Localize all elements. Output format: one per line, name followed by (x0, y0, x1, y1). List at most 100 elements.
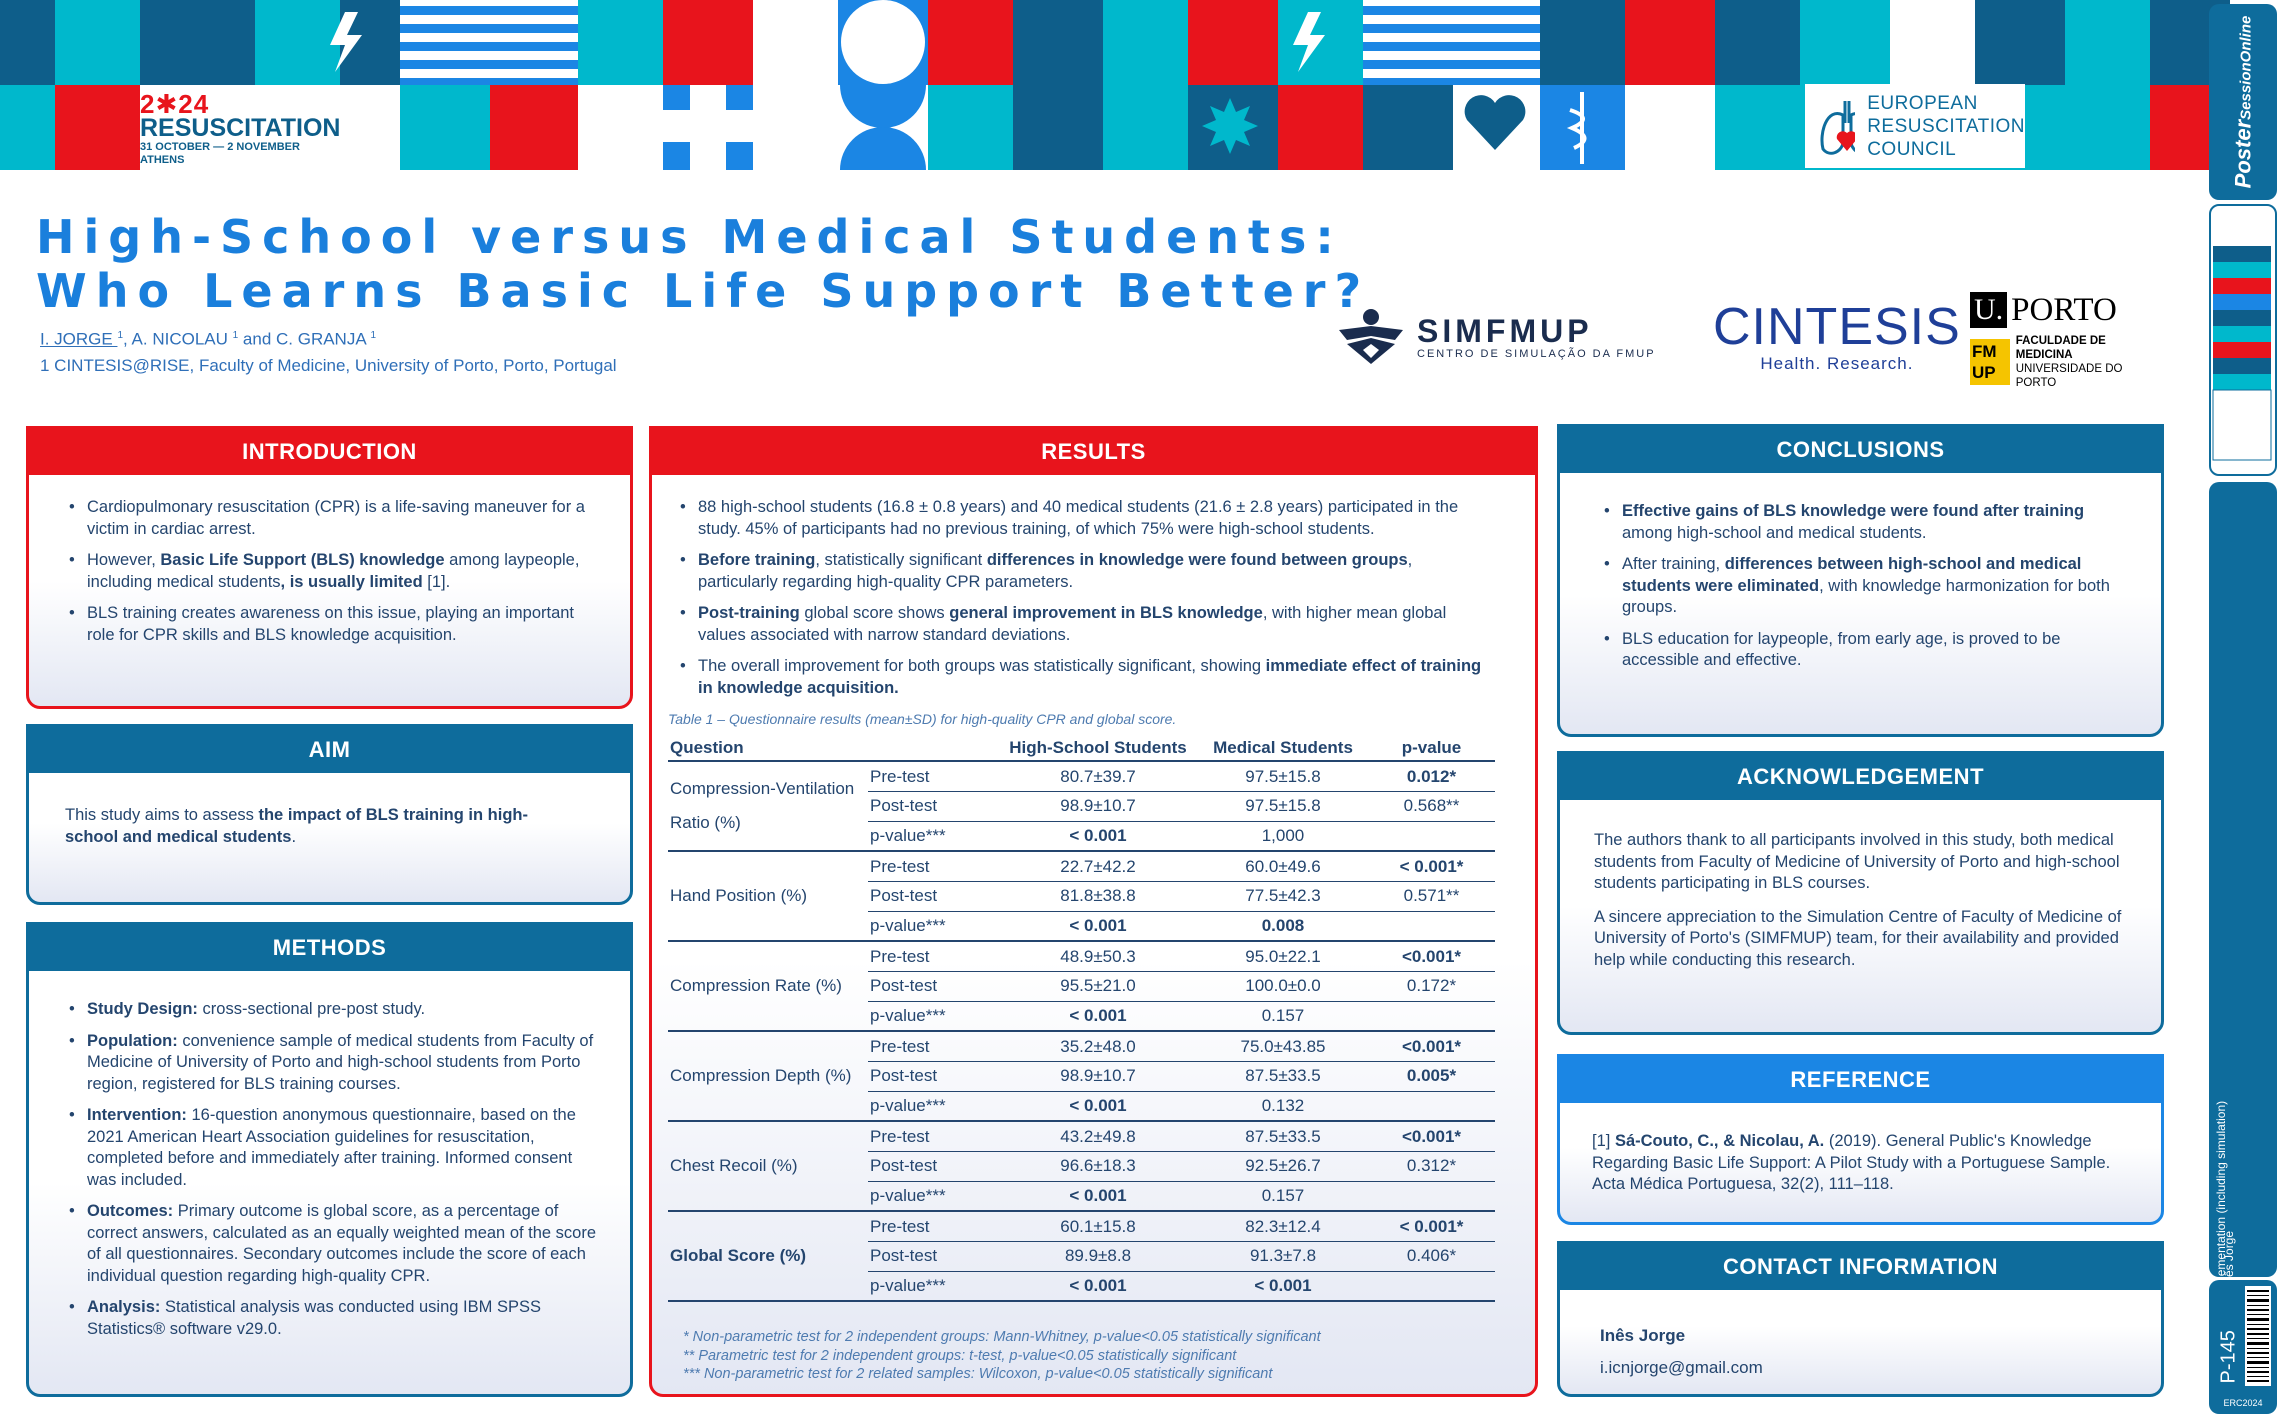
table-header-row: Question High-School Students Medical St… (668, 734, 1495, 762)
high-school-cell: 96.6±18.3 (998, 1151, 1198, 1182)
timepoint-cell: Pre-test (868, 1211, 998, 1242)
acknowledgement-panel: ACKNOWLEDGEMENT The authors thank to all… (1557, 751, 2164, 1035)
table-row: p-value*** < 0.001 0.157 (668, 1001, 1495, 1032)
high-school-cell: 35.2±48.0 (998, 1031, 1198, 1062)
medical-cell: < 0.001 (1198, 1271, 1368, 1302)
aim-heading: AIM (29, 727, 630, 773)
affil-sup: 1 (232, 330, 239, 341)
timepoint-cell: p-value*** (868, 1001, 998, 1032)
table-row: Compression Depth (%) Pre-test 35.2±48.0 75… (668, 1031, 1495, 1122)
cintesis-name: CINTESIS (1713, 298, 1961, 356)
timepoint-cell: Pre-test (868, 851, 998, 882)
table-row: p-value*** < 0.001 1,000 (668, 821, 1495, 852)
question-cell: Compression Rate (%) (668, 941, 868, 1032)
conclusion-bullet-2: After training, differences between high… (1602, 554, 2125, 619)
methods-bullet-intervention: Intervention: 16-question anonymous ques… (67, 1105, 604, 1191)
high-school-cell: 98.9±10.7 (998, 791, 1198, 822)
pvalue-cell: 0.172* (1368, 971, 1495, 1002)
table-row: Post-test 98.9±10.7 97.5±15.8 0.568** (668, 791, 1495, 822)
author-2: , A. NICOLAU (123, 329, 233, 349)
timepoint-cell: p-value*** (868, 1091, 998, 1122)
intro-bullet-2: However, Basic Life Support (BLS) knowle… (67, 550, 604, 593)
timepoint-cell: Pre-test (868, 1031, 998, 1062)
high-school-cell: < 0.001 (998, 911, 1198, 942)
brand-session: SessionOnline (2237, 15, 2254, 120)
event-dates: 31 OCTOBER — 2 NOVEMBER (140, 141, 300, 153)
results-heading: RESULTS (652, 429, 1535, 475)
methods-bullet-population: Population: convenience sample of medica… (67, 1031, 604, 1096)
timepoint-cell: Pre-test (868, 761, 998, 792)
affiliation: 1 CINTESIS@RISE, Faculty of Medicine, Un… (40, 355, 617, 375)
col-high-school: High-School Students (998, 734, 1198, 762)
table-caption: Table 1 – Questionnaire results (mean±SD… (668, 711, 1177, 727)
pvalue-cell (1368, 1001, 1495, 1032)
cintesis-logo: CINTESIS Health. Research. (1713, 300, 1961, 374)
medical-cell: 82.3±12.4 (1198, 1211, 1368, 1242)
pvalue-cell (1368, 1181, 1495, 1212)
col-timepoint (868, 734, 998, 762)
methods-panel: METHODS Study Design: cross-sectional pr… (26, 922, 633, 1397)
table-row: Post-test 96.6±18.3 92.5±26.7 0.312* (668, 1151, 1495, 1182)
methods-bullet-outcomes: Outcomes: Primary outcome is global scor… (67, 1201, 604, 1287)
table-row: Post-test 81.8±38.8 77.5±42.3 0.571** (668, 881, 1495, 912)
timepoint-cell: p-value*** (868, 911, 998, 942)
timepoint-cell: Post-test (868, 881, 998, 912)
timepoint-cell: Post-test (868, 971, 998, 1002)
erc-line3: COUNCIL (1867, 138, 1957, 160)
pvalue-cell: <0.001* (1368, 1121, 1495, 1152)
footnote-2: ** Parametric test for 2 independent gro… (683, 1347, 1237, 1364)
medical-cell: 97.5±15.8 (1198, 761, 1368, 792)
ack-paragraph-2: A sincere appreciation to the Simulation… (1594, 907, 2122, 969)
timepoint-cell: Post-test (868, 791, 998, 822)
event-year: 2✱24 (140, 89, 210, 119)
high-school-cell: < 0.001 (998, 1271, 1198, 1302)
results-bullet-3: Post-training global score shows general… (678, 603, 1495, 646)
timepoint-cell: Post-test (868, 1061, 998, 1092)
medical-cell: 1,000 (1198, 821, 1368, 852)
event-city: ATHENS (140, 154, 185, 166)
high-school-cell: 95.5±21.0 (998, 971, 1198, 1002)
ack-paragraph-1: The authors thank to all participants in… (1594, 831, 2120, 892)
fmup-mark-line1: FM (1972, 342, 1997, 361)
table-row: Hand Position (%) Pre-test 22.7±42.2 60.0±4… (668, 851, 1495, 942)
poster-thumbnail[interactable] (2209, 204, 2277, 476)
pvalue-cell (1368, 821, 1495, 852)
header-banner: 2✱24 RESUSCITATION 31 OCTOBER — 2 NOVEMB… (0, 0, 2230, 170)
affil-sup: 1 (117, 330, 124, 341)
results-bullet-4: The overall improvement for both groups … (678, 656, 1495, 699)
pvalue-cell: < 0.001* (1368, 851, 1495, 882)
contact-panel: CONTACT INFORMATION Inês Jorge i.icnjorg… (1557, 1241, 2164, 1397)
table-row: p-value*** < 0.001 < 0.001 (668, 1271, 1495, 1302)
poster-info-card: Education and Implementation (including … (2209, 482, 2277, 1379)
pvalue-cell: < 0.001* (1368, 1211, 1495, 1242)
barcode-icon (2245, 1286, 2271, 1386)
high-school-cell: < 0.001 (998, 821, 1198, 852)
first-author-link[interactable]: I. JORGE (40, 329, 118, 349)
erc-line2: RESUSCITATION (1867, 115, 2025, 137)
high-school-cell: 81.8±38.8 (998, 881, 1198, 912)
table-row: Compression Rate (%) Pre-test 48.9±50.3 95.… (668, 941, 1495, 1032)
high-school-cell: 60.1±15.8 (998, 1211, 1198, 1242)
timepoint-cell: Pre-test (868, 941, 998, 972)
contact-email[interactable]: i.icnjorge@gmail.com (1600, 1358, 1763, 1377)
pvalue-cell (1368, 1091, 1495, 1122)
pvalue-cell: 0.568** (1368, 791, 1495, 822)
high-school-cell: 98.9±10.7 (998, 1061, 1198, 1092)
timepoint-cell: p-value*** (868, 821, 998, 852)
medical-cell: 0.157 (1198, 1001, 1368, 1032)
medical-cell: 87.5±33.5 (1198, 1061, 1368, 1092)
acknowledgement-heading: ACKNOWLEDGEMENT (1560, 754, 2161, 800)
timepoint-cell: Post-test (868, 1241, 998, 1272)
poster-presenter: Inês Jorge (2222, 1230, 2236, 1287)
institution-logos: SIMFMUP CENTRO DE SIMULAÇÃO DA FMUP CINT… (1335, 290, 2165, 390)
author-list: I. JORGE 1, A. NICOLAU 1 and C. GRANJA 1 (40, 323, 617, 353)
medical-cell: 92.5±26.7 (1198, 1151, 1368, 1182)
erc-logo: EUROPEAN RESUSCITATION COUNCIL (1805, 84, 2025, 168)
introduction-heading: INTRODUCTION (29, 429, 630, 475)
poster-id: P-145 (2217, 1330, 2240, 1384)
high-school-cell: < 0.001 (998, 1181, 1198, 1212)
question-cell: Global Score (%) (668, 1211, 868, 1302)
high-school-cell: 43.2±49.8 (998, 1121, 1198, 1152)
pvalue-cell: 0.312* (1368, 1151, 1495, 1182)
timepoint-cell: Pre-test (868, 1121, 998, 1152)
